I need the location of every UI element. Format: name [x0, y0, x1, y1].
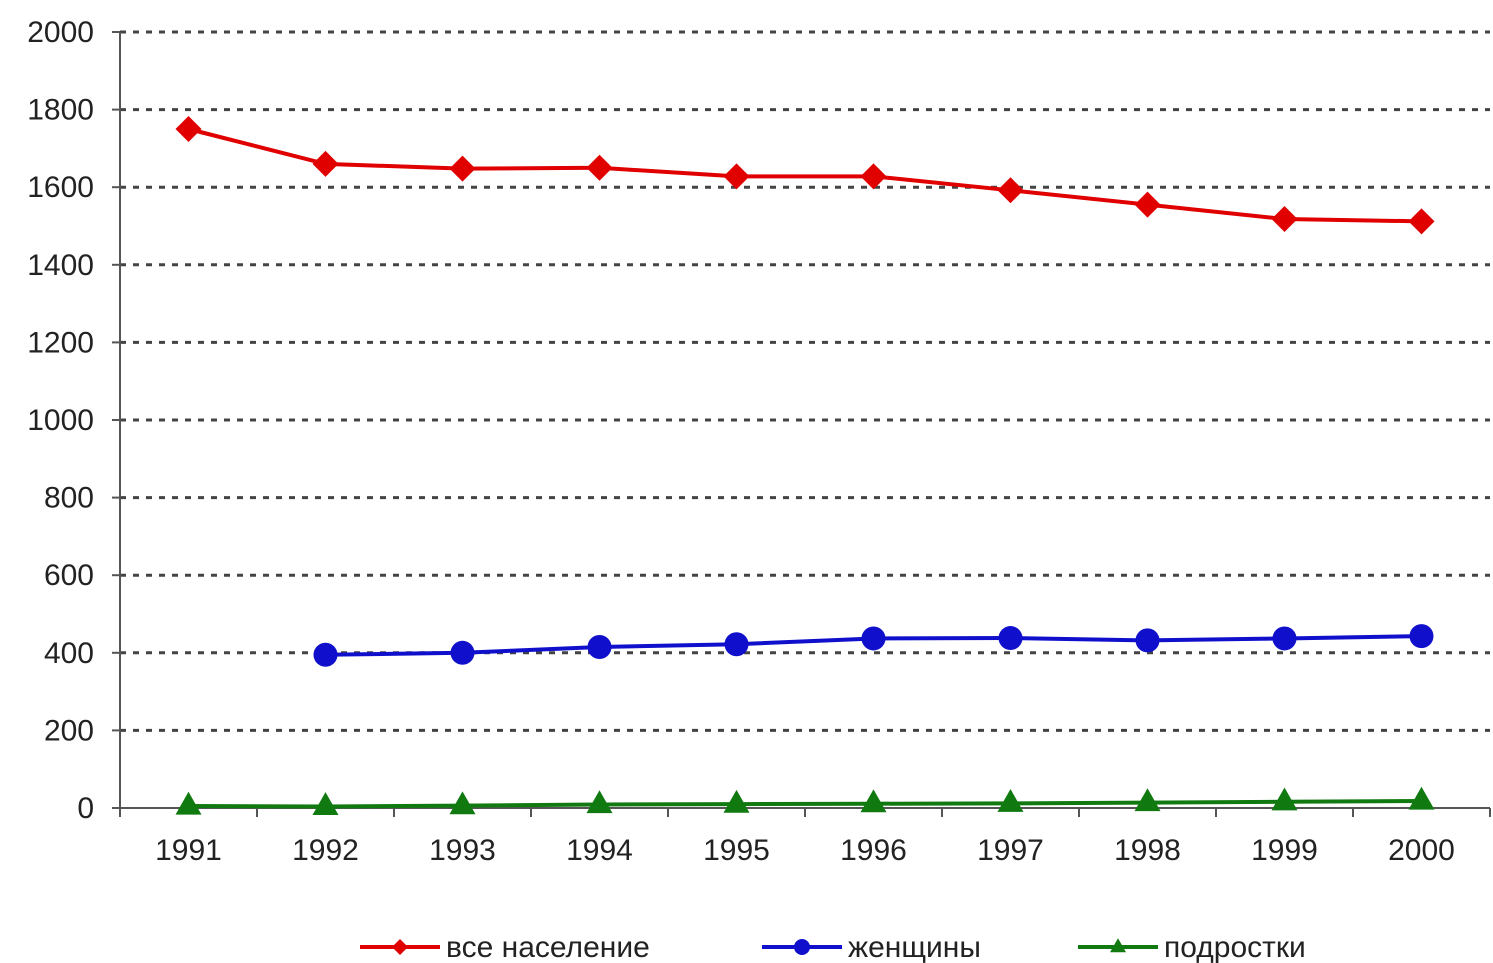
legend-item: все население [360, 931, 650, 963]
data-point-circle [724, 632, 749, 657]
data-point-diamond [586, 154, 613, 181]
data-point-triangle [1408, 786, 1435, 810]
data-point-diamond [449, 155, 476, 182]
data-point-triangle [860, 789, 887, 813]
x-tick-label: 1994 [566, 834, 633, 867]
data-point-triangle [312, 792, 339, 816]
y-tick-label: 1200 [27, 326, 94, 359]
y-tick-label: 200 [44, 714, 94, 747]
y-tick-label: 800 [44, 482, 94, 515]
x-tick-label: 1996 [840, 834, 907, 867]
axes: 0 200 400 600 800 1000 1200 1400 1600 1800 2000 199… [27, 16, 1491, 867]
legend-item: женщины [762, 931, 981, 963]
x-tick-label: 1993 [429, 834, 496, 867]
data-point-diamond [312, 150, 339, 177]
data-point-diamond [175, 116, 202, 142]
data-point-triangle [997, 789, 1024, 812]
data-point-diamond [1271, 206, 1298, 233]
data-point-triangle [723, 789, 750, 813]
data-point-triangle [1110, 938, 1126, 953]
series-2 [175, 786, 1435, 816]
series-0 [175, 116, 1435, 235]
x-tick-label: 1995 [703, 834, 770, 867]
x-tick-label: 1999 [1251, 834, 1318, 867]
gridlines [120, 30, 1490, 732]
data-point-diamond [392, 939, 408, 955]
x-tick-label: 2000 [1388, 834, 1455, 867]
x-tick-label: 1992 [292, 834, 359, 867]
data-point-circle [313, 642, 338, 667]
data-point-circle [998, 626, 1023, 651]
y-tick-label: 1800 [27, 94, 94, 127]
y-tick-label: 1600 [27, 171, 94, 204]
y-tick-label: 600 [44, 559, 94, 592]
data-point-diamond [1134, 191, 1161, 218]
data-point-circle [794, 939, 810, 955]
data-point-circle [1409, 624, 1434, 649]
x-tick-label: 1991 [155, 834, 222, 867]
x-tick-label: 1997 [977, 834, 1044, 867]
y-tick-label: 1400 [27, 249, 94, 282]
legend-label: подростки [1164, 931, 1306, 963]
data-point-circle [587, 634, 612, 659]
series-1 [313, 624, 1434, 667]
y-tick-label: 0 [77, 792, 94, 825]
data-point-circle [861, 626, 886, 651]
data-point-circle [450, 640, 475, 665]
y-tick-label: 1000 [27, 404, 94, 437]
data-point-diamond [860, 163, 887, 190]
data-point-diamond [997, 177, 1024, 204]
legend-item: подростки [1078, 931, 1306, 963]
series [175, 116, 1435, 816]
x-tick-label: 1998 [1114, 834, 1181, 867]
data-point-triangle [1271, 787, 1298, 811]
series-line [188, 799, 1422, 809]
data-point-triangle [1134, 788, 1161, 812]
legend-label: женщины [848, 931, 981, 963]
series-line [188, 127, 1422, 224]
legend-label: все население [446, 931, 650, 963]
y-tick-label: 2000 [27, 16, 94, 49]
data-point-triangle [449, 791, 476, 815]
legend: все население женщины подростки [360, 931, 1306, 963]
y-tick-label: 400 [44, 637, 94, 670]
data-point-circle [1135, 628, 1160, 653]
data-point-triangle [586, 790, 613, 814]
data-point-circle [1272, 626, 1297, 651]
data-point-diamond [723, 163, 750, 190]
data-point-triangle [175, 791, 202, 815]
data-point-diamond [1408, 208, 1435, 235]
